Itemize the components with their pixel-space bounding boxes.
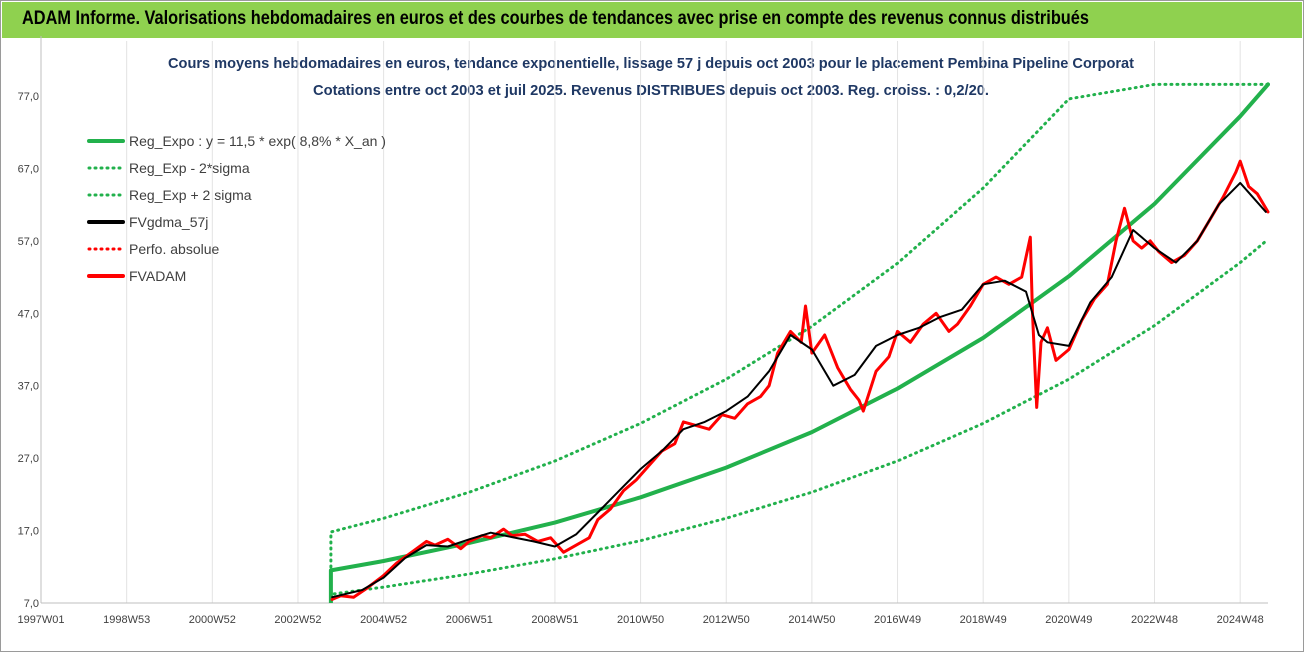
x-tick-label: 2014W50 <box>788 614 835 626</box>
chart-subtitle: Cotations entre oct 2003 et juil 2025. R… <box>313 82 989 99</box>
x-tick-label: 2012W50 <box>703 614 750 626</box>
reg-exp-minus-2sigma-line <box>329 237 1270 603</box>
y-tick-label: 67,0 <box>18 163 39 175</box>
x-tick-label: 2018W49 <box>960 614 1007 626</box>
report-banner: ADAM Informe. Valorisations hebdomadaire… <box>2 2 1302 38</box>
x-tick-label: 2000W52 <box>189 614 236 626</box>
y-tick-label: 7,0 <box>24 598 39 610</box>
x-tick-label: 2004W52 <box>360 614 407 626</box>
chart-title: Cours moyens hebdomadaires en euros, ten… <box>168 55 1134 72</box>
x-tick-label: 2022W48 <box>1131 614 1178 626</box>
legend-label: FVgdma_57j <box>129 214 208 230</box>
legend-label: Perfo. absolue <box>129 241 219 257</box>
y-tick-label: 47,0 <box>18 308 39 320</box>
fvgdma-57j-line <box>331 181 1267 599</box>
x-tick-label: 1997W01 <box>17 614 64 626</box>
fvadam-line <box>330 159 1270 601</box>
y-tick-label: 57,0 <box>18 236 39 248</box>
x-tick-label: 2008W51 <box>531 614 578 626</box>
reg-exp-plus-2sigma-line <box>329 82 1270 603</box>
plot-area <box>328 82 1270 603</box>
chart-grid <box>40 41 1241 603</box>
x-tick-label: 2024W48 <box>1217 614 1264 626</box>
chart-axes: 1997W01 1998W53 2000W52 2002W52 2004W52 2006W… <box>17 36 1268 626</box>
x-tick-label: 2002W52 <box>274 614 321 626</box>
y-tick-label: 27,0 <box>18 453 39 465</box>
y-tick-label: 17,0 <box>18 526 39 538</box>
legend-label: Reg_Exp - 2*sigma <box>129 160 250 176</box>
x-tick-label: 2006W51 <box>446 614 493 626</box>
reg-expo-line <box>328 82 1270 603</box>
x-tick-label: 2020W49 <box>1045 614 1092 626</box>
x-tick-label: 2016W49 <box>874 614 921 626</box>
x-tick-label: 2010W50 <box>617 614 664 626</box>
y-tick-label: 77,0 <box>18 91 39 103</box>
legend-label: FVADAM <box>129 268 186 284</box>
x-tick-label: 1998W53 <box>103 614 150 626</box>
legend-label: Reg_Expo : y = 11,5 * exp( 8,8% * X_an ) <box>129 133 386 149</box>
report-title: ADAM Informe. Valorisations hebdomadaire… <box>22 8 1089 29</box>
y-tick-label: 37,0 <box>18 381 39 393</box>
legend-label: Reg_Exp + 2 sigma <box>129 187 252 203</box>
chart-legend: Reg_Expo : y = 11,5 * exp( 8,8% * X_an )… <box>87 133 386 284</box>
